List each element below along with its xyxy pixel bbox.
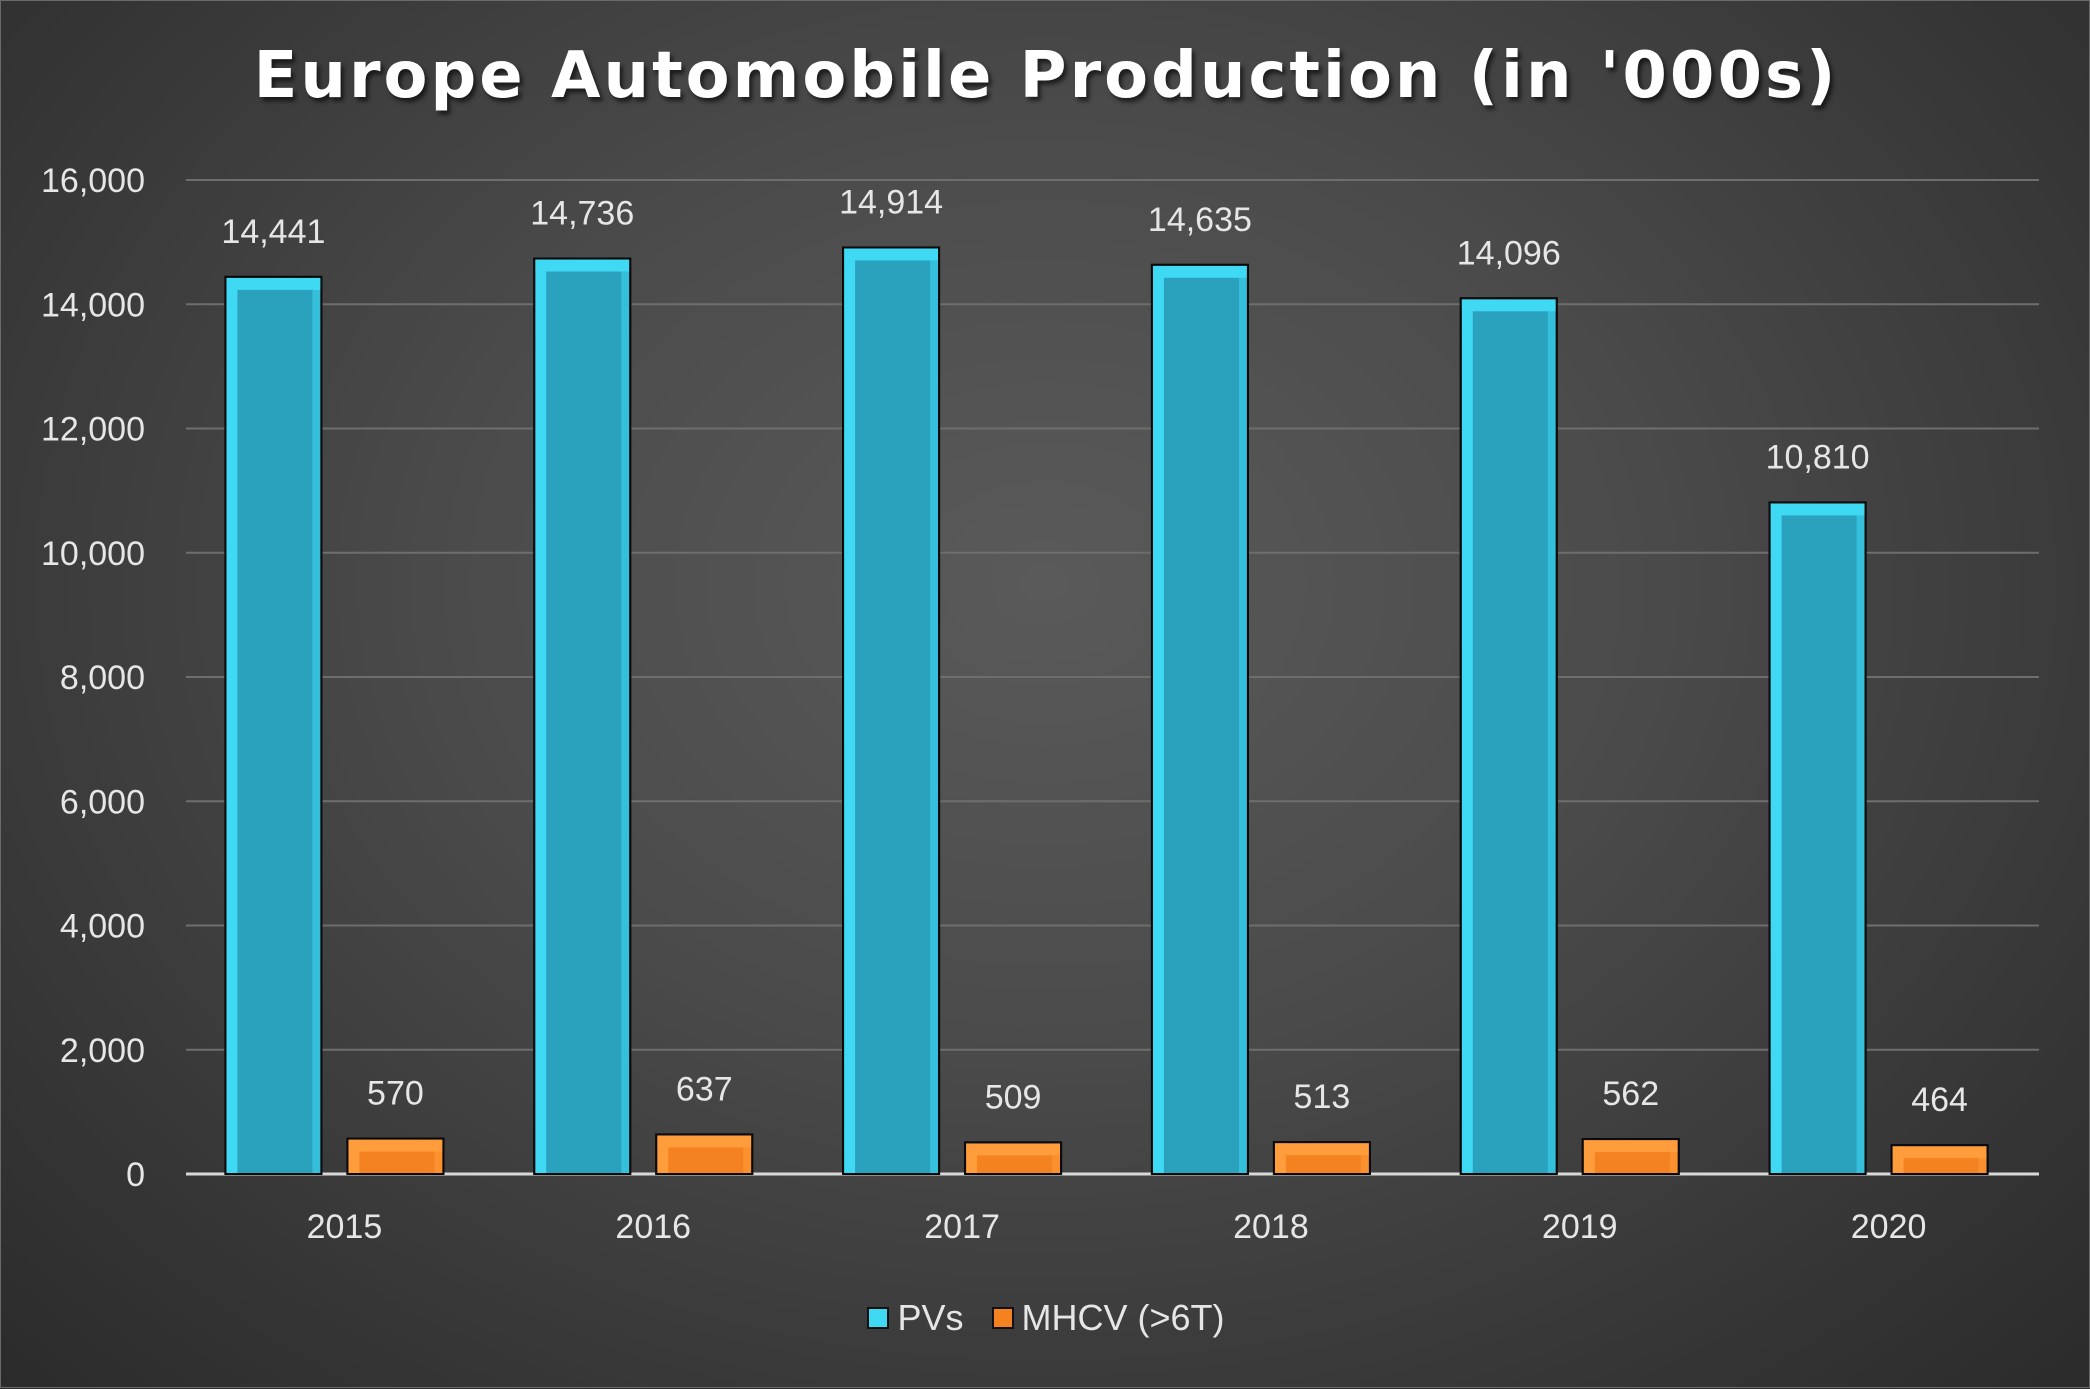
- bar-bevel-top: [1152, 265, 1247, 278]
- bar-bevel-left: [966, 1143, 978, 1173]
- bar-bevel-right: [1360, 1143, 1369, 1173]
- bar-bevel-right: [930, 248, 939, 1173]
- bar-bevel-top: [1274, 1143, 1369, 1156]
- bar-bevel-top: [966, 1143, 1061, 1156]
- bar-bevel-left: [1461, 299, 1473, 1173]
- data-label-pvs: 14,096: [1457, 234, 1561, 272]
- bar-outline: [1150, 263, 1249, 1176]
- bar-bevel-right: [743, 1135, 752, 1173]
- bar-outline: [1272, 1141, 1371, 1176]
- data-label-mhcv: 562: [1602, 1075, 1659, 1113]
- bar-pvs: [224, 275, 323, 1175]
- bar-bevel-top: [1892, 1146, 1987, 1159]
- bar-bevel-right: [1547, 299, 1556, 1173]
- bar-pvs: [533, 257, 632, 1175]
- bar-bevel-right: [1978, 1146, 1987, 1173]
- bar-bevel-top: [844, 248, 939, 261]
- bar-pvs: [1150, 263, 1249, 1176]
- bar-bevel-left: [1583, 1140, 1595, 1173]
- bar-bevel-top: [226, 277, 321, 290]
- y-tick-label: 0: [126, 1156, 145, 1194]
- data-label-pvs: 14,736: [530, 195, 634, 233]
- data-labels: 14,441 570 14,736 637 14,914 509 14,635 513 14,0…: [221, 183, 1968, 1119]
- data-label-mhcv: 513: [1294, 1078, 1351, 1116]
- bar-bevel-right: [312, 277, 321, 1173]
- data-label-pvs: 14,441: [221, 213, 325, 251]
- bar-pvs: [1768, 501, 1867, 1175]
- y-tick-label: 6,000: [60, 783, 145, 821]
- y-tick-label: 10,000: [41, 535, 145, 573]
- x-tick-label: 2019: [1542, 1208, 1618, 1246]
- y-axis-ticks: 0 2,000 4,000 6,000 8,000 10,000 12,000 14,000 1…: [41, 162, 145, 1194]
- y-tick-label: 14,000: [41, 286, 145, 324]
- bar-bevel-top: [1461, 299, 1556, 312]
- bar-outline: [964, 1141, 1063, 1176]
- legend: PVs MHCV (>6T): [1, 1297, 2090, 1339]
- y-tick-label: 4,000: [60, 908, 145, 946]
- bar-outline: [1890, 1144, 1989, 1175]
- bar-outline: [1768, 501, 1867, 1175]
- bar-bevel-right: [434, 1139, 443, 1173]
- legend-label-pvs: PVs: [897, 1297, 964, 1338]
- legend-item-pvs: PVs: [867, 1297, 964, 1339]
- bar-outline: [224, 275, 323, 1175]
- bar-bevel-right: [1856, 503, 1865, 1174]
- bar-bevel-right: [1669, 1140, 1678, 1173]
- x-tick-label: 2020: [1851, 1208, 1927, 1246]
- bar-bevel-left: [1770, 503, 1782, 1174]
- bar-bevel-right: [621, 259, 630, 1173]
- bar-pvs: [842, 246, 941, 1175]
- data-label-mhcv: 509: [985, 1078, 1042, 1116]
- bar-bevel-right: [1238, 265, 1247, 1173]
- data-label-mhcv: 570: [367, 1075, 424, 1113]
- data-label-pvs: 10,810: [1766, 438, 1870, 476]
- bar-bevel-left: [844, 248, 856, 1173]
- bar-outline: [1581, 1138, 1680, 1175]
- bar-bevel-top: [657, 1135, 752, 1148]
- y-tick-label: 16,000: [41, 162, 145, 200]
- bar-bevel-top: [535, 259, 630, 272]
- y-tick-label: 8,000: [60, 659, 145, 697]
- bar-outline: [842, 246, 941, 1175]
- legend-item-mhcv: MHCV (>6T): [991, 1297, 1225, 1339]
- bars: [224, 246, 1989, 1176]
- x-tick-label: 2018: [1233, 1208, 1309, 1246]
- bar-bevel-left: [1892, 1146, 1904, 1173]
- chart-title: Europe Automobile Production (in '000s): [253, 39, 1839, 113]
- x-tick-label: 2017: [924, 1208, 1000, 1246]
- x-tick-label: 2015: [307, 1208, 383, 1246]
- x-axis-ticks: 2015 2016 2017 2018 2019 2020: [307, 1208, 1927, 1246]
- bar-bevel-left: [348, 1139, 360, 1173]
- data-label-mhcv: 637: [676, 1070, 733, 1108]
- bar-bevel-top: [1583, 1140, 1678, 1153]
- y-tick-label: 2,000: [60, 1032, 145, 1070]
- legend-swatch-pvs: [867, 1307, 890, 1329]
- bar-bevel-left: [1274, 1143, 1286, 1173]
- gridlines: [186, 179, 2039, 1176]
- data-label-pvs: 14,914: [839, 183, 943, 221]
- bar-outline: [346, 1137, 445, 1175]
- bar-bevel-right: [1052, 1143, 1061, 1173]
- bar-pvs: [1459, 297, 1558, 1175]
- bar-bevel-left: [226, 277, 238, 1173]
- bar-bevel-top: [1770, 503, 1865, 516]
- bar-bevel-left: [1152, 265, 1164, 1173]
- x-tick-label: 2016: [615, 1208, 691, 1246]
- y-tick-label: 12,000: [41, 411, 145, 449]
- legend-label-mhcv: MHCV (>6T): [1021, 1297, 1225, 1338]
- bar-outline: [655, 1133, 754, 1176]
- bar-bevel-left: [535, 259, 547, 1173]
- bar-bevel-left: [657, 1135, 669, 1173]
- data-label-mhcv: 464: [1911, 1081, 1968, 1119]
- bar-outline: [533, 257, 632, 1175]
- bar-outline: [1459, 297, 1558, 1175]
- bar-bevel-top: [348, 1139, 443, 1152]
- data-label-pvs: 14,635: [1148, 201, 1252, 239]
- legend-swatch-mhcv: [991, 1307, 1014, 1329]
